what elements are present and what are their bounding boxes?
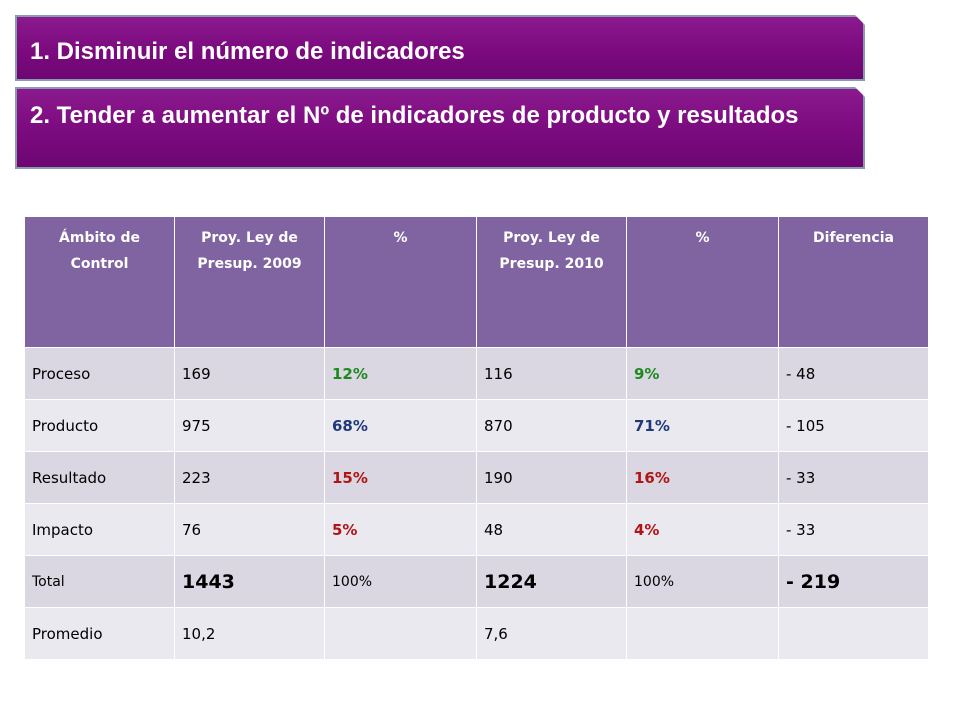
cell-pct-2009: 100%	[324, 555, 477, 608]
cell-2010: 7,6	[476, 607, 627, 660]
table-row: Producto 975 68% 870 71% - 105	[24, 399, 929, 452]
cell-2009: 1443	[174, 555, 325, 608]
cell-diferencia: - 33	[778, 503, 929, 556]
header-2010: Proy. Ley de Presup. 2010	[476, 216, 627, 348]
cell-ambito: Total	[24, 555, 175, 608]
header-pct-2010: %	[626, 216, 779, 348]
title-banner-2: 2. Tender a aumentar el Nº de indicadore…	[15, 87, 865, 169]
cell-2010: 48	[476, 503, 627, 556]
cell-pct-2010	[626, 607, 779, 660]
header-2009: Proy. Ley de Presup. 2009	[174, 216, 325, 348]
table-row: Resultado 223 15% 190 16% - 33	[24, 451, 929, 504]
cell-diferencia	[778, 607, 929, 660]
cell-pct-2009: 5%	[324, 503, 477, 556]
header-ambito: Ámbito de Control	[24, 216, 175, 348]
cell-2010: 1224	[476, 555, 627, 608]
cell-2010: 116	[476, 347, 627, 400]
cell-ambito: Impacto	[24, 503, 175, 556]
table-header-row: Ámbito de Control Proy. Ley de Presup. 2…	[24, 216, 929, 348]
header-diferencia: Diferencia	[778, 216, 929, 348]
table-row-average: Promedio 10,2 7,6	[24, 607, 929, 660]
cell-pct-2009: 12%	[324, 347, 477, 400]
table-row: Proceso 169 12% 116 9% - 48	[24, 347, 929, 400]
title-banner-1-text: 1. Disminuir el número de indicadores	[30, 38, 465, 65]
cell-pct-2010: 9%	[626, 347, 779, 400]
cell-ambito: Resultado	[24, 451, 175, 504]
header-pct-2009: %	[324, 216, 477, 348]
title-banner-2-text: 2. Tender a aumentar el Nº de indicadore…	[30, 102, 799, 129]
cell-2009: 76	[174, 503, 325, 556]
cell-pct-2009	[324, 607, 477, 660]
cell-ambito: Promedio	[24, 607, 175, 660]
indicators-table: Ámbito de Control Proy. Ley de Presup. 2…	[24, 216, 929, 660]
cell-2009: 223	[174, 451, 325, 504]
cell-2009: 169	[174, 347, 325, 400]
cell-diferencia: - 105	[778, 399, 929, 452]
cell-diferencia: - 33	[778, 451, 929, 504]
cell-pct-2009: 15%	[324, 451, 477, 504]
cell-2010: 870	[476, 399, 627, 452]
cell-2010: 190	[476, 451, 627, 504]
cell-2009: 10,2	[174, 607, 325, 660]
cell-pct-2010: 100%	[626, 555, 779, 608]
cell-pct-2010: 4%	[626, 503, 779, 556]
cell-pct-2010: 71%	[626, 399, 779, 452]
table-row: Impacto 76 5% 48 4% - 33	[24, 503, 929, 556]
cell-pct-2010: 16%	[626, 451, 779, 504]
title-banner-1: 1. Disminuir el número de indicadores	[15, 15, 865, 81]
cell-pct-2009: 68%	[324, 399, 477, 452]
cell-diferencia: - 48	[778, 347, 929, 400]
cell-2009: 975	[174, 399, 325, 452]
cell-ambito: Producto	[24, 399, 175, 452]
table-row-total: Total 1443 100% 1224 100% - 219	[24, 555, 929, 608]
cell-diferencia: - 219	[778, 555, 929, 608]
cell-ambito: Proceso	[24, 347, 175, 400]
